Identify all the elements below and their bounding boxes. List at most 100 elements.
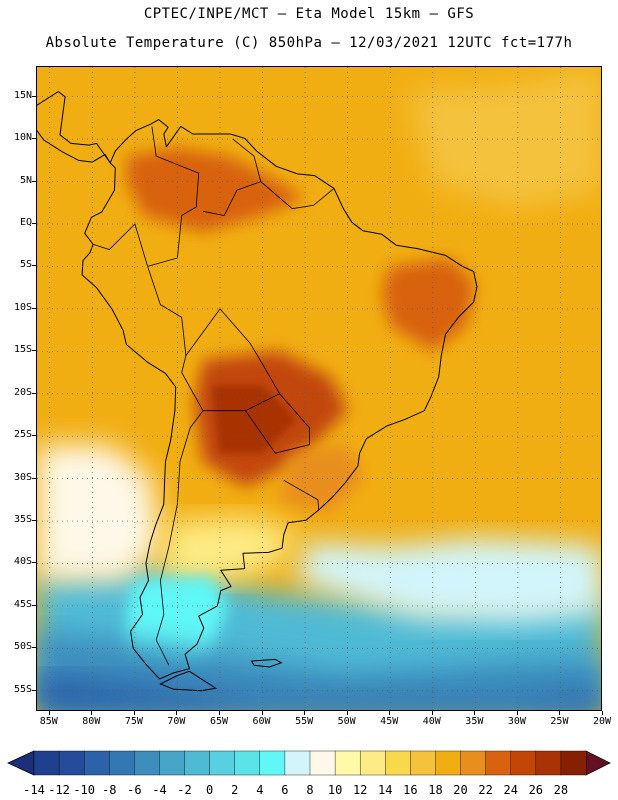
country-border-7: [155, 410, 204, 666]
colorbar-tick-label: 18: [428, 783, 443, 797]
lat-label: 40S: [13, 556, 32, 568]
colorbar-tick-label: 14: [378, 783, 393, 797]
colorbar-tick-label: 24: [503, 783, 518, 797]
lon-tick: [559, 711, 561, 715]
tierra-del-fuego-coastline: [159, 670, 218, 692]
lat-tick: [32, 180, 36, 182]
country-border-3: [147, 266, 187, 373]
lat-label: EQ: [19, 217, 32, 228]
colorbar-tick-label: -12: [48, 783, 70, 797]
colorbar-tick-label: 26: [528, 783, 544, 797]
colorbar-tick-label: 12: [352, 783, 368, 797]
lon-tick: [431, 711, 433, 715]
colorbar-swatch: [83, 750, 110, 776]
lat-label: 55S: [13, 683, 32, 695]
lat-tick: [32, 307, 36, 309]
temperature-field: [37, 67, 601, 710]
colorbar-under-arrow: [7, 750, 35, 776]
coastline: [37, 90, 478, 692]
colorbar-swatch: [33, 750, 60, 776]
lon-label: 65W: [209, 716, 229, 727]
country-border-6: [283, 479, 320, 511]
lat-label: 15N: [13, 89, 32, 101]
lon-tick: [218, 711, 220, 715]
colorbar-swatch: [234, 750, 261, 776]
colorbar-swatch: [309, 750, 336, 776]
lon-label: 75W: [124, 716, 143, 727]
lat-label: 5S: [19, 259, 32, 271]
lat-label: 25S: [13, 429, 32, 441]
map-subtitle: Absolute Temperature (C) 850hPa – 12/03/…: [45, 35, 573, 51]
lon-tick: [346, 711, 348, 715]
colorbar-swatch: [284, 750, 311, 776]
colorbar-tick-label: -2: [177, 783, 192, 797]
lon-label: 70W: [167, 716, 186, 727]
lon-tick: [516, 711, 518, 715]
lat-tick: [32, 223, 36, 224]
lat-label: 10N: [13, 132, 32, 144]
lon-tick: [48, 711, 50, 715]
colorbar-swatch: [510, 750, 537, 776]
lat-label: 50S: [13, 641, 32, 653]
lon-label: 25W: [550, 716, 569, 727]
colorbar-tick-label: -6: [127, 783, 142, 797]
lon-tick: [133, 711, 135, 715]
lat-label: 10S: [13, 301, 32, 313]
lon-label: 45W: [380, 716, 399, 727]
colorbar-swatch: [560, 750, 587, 776]
country-border-2: [93, 223, 148, 267]
colorbar-swatch: [334, 750, 361, 776]
south-atlantic-cool-layer: [296, 538, 601, 623]
country-border-9: [202, 181, 261, 216]
colorbar-swatch: [134, 750, 160, 776]
lat-tick: [32, 265, 36, 267]
map-title: CPTEC/INPE/MCT – Eta Model 15km – GFS: [143, 6, 475, 22]
colorbar-swatch: [109, 750, 135, 776]
lat-tick: [32, 520, 36, 522]
northeast-brazil-layer: [381, 258, 476, 352]
country-border-4: [181, 308, 281, 412]
lat-label: 15S: [13, 344, 32, 356]
colorbar-swatch: [359, 750, 386, 776]
country-border-8: [232, 138, 335, 210]
north-atlantic-layer: [407, 67, 601, 207]
colorbar-tick-label: 20: [453, 783, 468, 797]
lat-tick: [32, 392, 36, 394]
colorbar-tick-label: 0: [206, 783, 214, 797]
colorbar-swatch: [58, 750, 85, 776]
country-border-1: [147, 126, 200, 267]
lon-tick: [602, 711, 603, 715]
colorbar-tick-label: 4: [256, 783, 264, 797]
lat-tick: [32, 562, 36, 564]
lon-label: 55W: [295, 716, 314, 727]
central-america-coastline: [37, 90, 111, 164]
lon-label: 35W: [465, 716, 484, 727]
lon-label: 20W: [592, 716, 612, 727]
colorbar-tick-label: 6: [281, 783, 289, 797]
colorbar-tick-label: 28: [553, 783, 569, 797]
lat-tick: [32, 477, 36, 479]
colorbar-swatch: [259, 750, 286, 776]
lat-tick: [32, 350, 36, 352]
colorbar-swatch: [184, 750, 211, 776]
lat-tick: [32, 689, 36, 691]
colorbar-swatch: [435, 750, 462, 776]
country-border-5: [245, 393, 310, 454]
colorbar-tick-label: 10: [327, 783, 343, 797]
lat-label: 35S: [13, 514, 32, 526]
colorbar-tick-label: -4: [152, 783, 167, 797]
lat-label: 45S: [13, 598, 32, 610]
lon-tick: [304, 711, 306, 715]
colorbar-swatch: [410, 750, 436, 776]
lon-label: 60W: [252, 716, 271, 727]
colorbar-swatch: [159, 750, 186, 776]
deep-south-layer: [37, 673, 601, 710]
colorbar-tick-label: 22: [478, 783, 493, 797]
colorbar: [7, 750, 611, 776]
colorbar-swatch: [460, 750, 487, 776]
falklands-coastline: [250, 658, 283, 668]
lon-label: 30W: [507, 716, 526, 727]
colorbar-swatch: [485, 750, 512, 776]
lat-tick: [32, 647, 36, 649]
colorbar-over-arrow: [585, 750, 611, 776]
